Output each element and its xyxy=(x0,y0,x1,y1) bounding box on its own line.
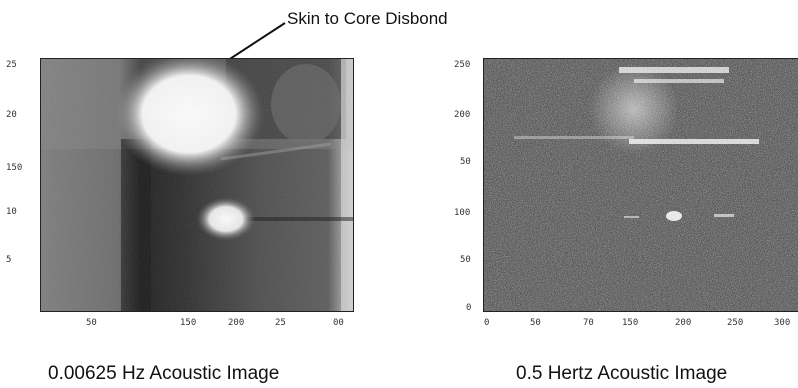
left-y-tick: 10 xyxy=(6,207,17,217)
left-acoustic-panel: 25 20 150 10 5 50 150 200 25 00 xyxy=(0,40,370,340)
left-y-tick: 5 xyxy=(6,255,12,265)
left-x-tick: 200 xyxy=(228,318,245,328)
left-y-tick: 20 xyxy=(6,110,17,120)
right-x-tick: 70 xyxy=(583,318,594,328)
right-x-tick: 250 xyxy=(727,318,744,328)
right-image-caption: 0.5 Hertz Acoustic Image xyxy=(516,363,728,384)
annotation-label: Skin to Core Disbond xyxy=(287,9,448,28)
right-acoustic-panel: 250 200 50 100 50 0 0 50 70 150 200 250 … xyxy=(450,40,798,340)
right-y-tick: 50 xyxy=(460,255,471,265)
left-x-tick: 00 xyxy=(333,318,344,328)
right-acoustic-image xyxy=(483,58,798,312)
left-y-tick: 150 xyxy=(6,163,23,173)
right-x-tick: 200 xyxy=(675,318,692,328)
right-x-tick: 0 xyxy=(484,318,490,328)
left-image-caption: 0.00625 Hz Acoustic Image xyxy=(48,363,280,384)
left-x-tick: 25 xyxy=(275,318,286,328)
left-x-tick: 150 xyxy=(180,318,197,328)
left-x-tick: 50 xyxy=(86,318,97,328)
left-y-tick: 25 xyxy=(6,60,17,70)
right-y-tick: 250 xyxy=(454,60,471,70)
right-x-tick: 150 xyxy=(622,318,639,328)
right-y-tick: 0 xyxy=(466,303,472,313)
left-acoustic-image xyxy=(40,58,354,312)
right-y-tick: 100 xyxy=(454,208,471,218)
right-x-tick: 300 xyxy=(774,318,791,328)
right-x-tick: 50 xyxy=(530,318,541,328)
right-y-tick: 200 xyxy=(454,110,471,120)
right-y-tick: 50 xyxy=(460,157,471,167)
